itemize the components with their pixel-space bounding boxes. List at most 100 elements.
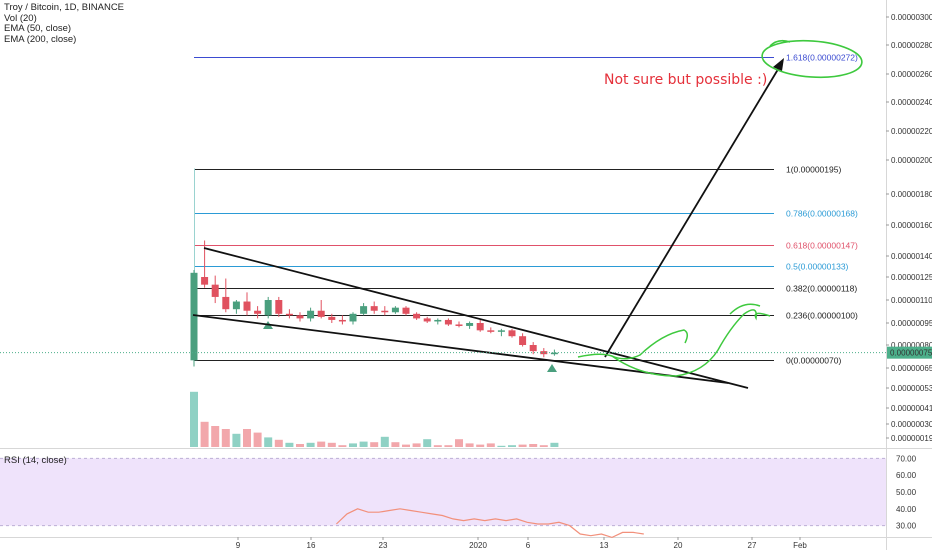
price-axis-label: 0.00000030 <box>891 420 932 429</box>
price-axis-label: 0.00000240 <box>891 98 932 107</box>
fib-level-label: 0.5(0.00000133) <box>786 262 849 272</box>
volume-bar <box>190 391 198 447</box>
price-axis-label: 0.00000160 <box>891 221 932 230</box>
candle-body <box>529 345 537 352</box>
volume-bar <box>380 436 389 447</box>
price-axis-label: 0.00000125 <box>891 273 932 282</box>
candle-body <box>328 316 336 320</box>
fib-level-label: 0(0.00000070) <box>786 356 841 366</box>
volume-indicator-label[interactable]: Vol (20) <box>4 12 37 24</box>
ema50-indicator-label[interactable]: EMA (50, close) <box>4 23 72 34</box>
volume-bar <box>285 442 294 447</box>
candle-body <box>487 330 495 332</box>
volume-bar <box>306 442 315 447</box>
candle-body <box>519 336 527 345</box>
candle-body <box>232 301 240 310</box>
candle-body <box>444 319 452 325</box>
candle-body <box>254 310 262 314</box>
fib-level-label: 1.618(0.00000272) <box>786 53 858 63</box>
ema200-indicator-label[interactable]: EMA (200, close) <box>4 33 77 45</box>
candle-body <box>275 300 283 314</box>
price-axis-label: 0.00000041 <box>891 404 932 413</box>
candle-body <box>190 272 198 361</box>
volume-bar <box>539 445 548 447</box>
candle-body <box>402 307 410 314</box>
green-path-hook <box>729 303 761 315</box>
volume-bar <box>476 444 485 447</box>
candle-body <box>370 306 378 311</box>
candle-body <box>550 352 558 355</box>
target-arrow-head <box>773 58 784 71</box>
fib-level-label: 0.618(0.00000147) <box>786 241 858 251</box>
volume-bar <box>317 441 326 447</box>
volume-bar <box>243 429 251 447</box>
time-axis-label: Feb <box>793 541 807 550</box>
candle-body <box>360 306 368 314</box>
price-axis-label: 0.00000110 <box>891 296 932 305</box>
volume-bar <box>444 445 453 447</box>
rsi-band <box>0 458 886 526</box>
rsi-axis-label: 40.00 <box>896 505 917 514</box>
current-price-badge <box>887 346 932 359</box>
time-axis-label: 16 <box>307 541 316 550</box>
price-axis-label: 0.00000300 <box>891 13 932 22</box>
candle-body <box>296 315 304 319</box>
legend: Troy / Bitcoin, 1D, BINANCE Vol (20) EMA… <box>4 2 125 45</box>
volume-bar <box>529 444 538 447</box>
price-axis-label: 0.00000260 <box>891 70 932 79</box>
volume-bar <box>359 441 368 447</box>
candle-body <box>307 310 315 319</box>
volume-bar <box>211 426 220 447</box>
price-pane <box>0 0 886 448</box>
volume-bar <box>423 439 432 447</box>
candle-body <box>338 319 346 322</box>
time-axis-label: 23 <box>379 541 388 550</box>
volume-bar <box>338 445 347 447</box>
volume-bar <box>465 443 474 447</box>
volume-bar <box>508 445 516 447</box>
candle-body <box>201 277 209 285</box>
price-axis-label: 0.00000080 <box>891 341 932 350</box>
candle-body <box>434 319 442 322</box>
volume-bar <box>433 445 442 447</box>
volume-bar <box>550 442 559 447</box>
rsi-indicator-label[interactable]: RSI (14, close) <box>4 455 67 466</box>
price-axis-label: 0.00000053 <box>891 384 932 393</box>
volume-bar <box>402 444 410 447</box>
volume-bar <box>296 444 304 447</box>
target-arrow-line <box>604 65 781 358</box>
volume-bar <box>274 439 283 447</box>
current-price-label: 0.00000075 <box>890 349 932 358</box>
fib-level-label: 0.382(0.00000118) <box>786 284 857 294</box>
volume-bar <box>518 444 527 447</box>
candle-body <box>391 307 399 313</box>
candle-body <box>381 310 389 313</box>
volume-bar <box>253 432 262 447</box>
candle-body <box>497 330 505 332</box>
candle-body <box>285 313 293 316</box>
time-axis-label: 6 <box>526 541 531 550</box>
target-circle-highlight <box>761 39 863 79</box>
green-path-short <box>577 329 688 360</box>
price-axis-label: 0.00000019 <box>891 434 932 443</box>
candle-body <box>211 284 219 297</box>
fib-level-label: 0.786(0.00000168) <box>786 209 858 219</box>
time-axis-label: 13 <box>600 541 609 550</box>
symbol-title[interactable]: Troy / Bitcoin, 1D, BINANCE <box>4 2 125 13</box>
wedge-upper-trendline <box>203 247 749 389</box>
price-axis-label: 0.00000095 <box>891 319 932 328</box>
price-axis-label: 0.00000220 <box>891 127 932 136</box>
annotation-note: Not sure but possible :) <box>604 72 768 88</box>
time-axis-label: 20 <box>674 541 683 550</box>
candle-body <box>508 330 516 337</box>
volume-bar <box>349 443 357 447</box>
signal-triangle-marker <box>547 364 557 372</box>
volume-bar <box>232 433 241 447</box>
volume-bar <box>455 439 463 447</box>
price-axis-label: 0.00000140 <box>891 252 932 261</box>
rsi-axis-label: 60.00 <box>896 471 917 480</box>
candle-body <box>317 310 325 317</box>
candle-body <box>413 313 421 319</box>
rsi-axis-label: 50.00 <box>896 488 917 497</box>
